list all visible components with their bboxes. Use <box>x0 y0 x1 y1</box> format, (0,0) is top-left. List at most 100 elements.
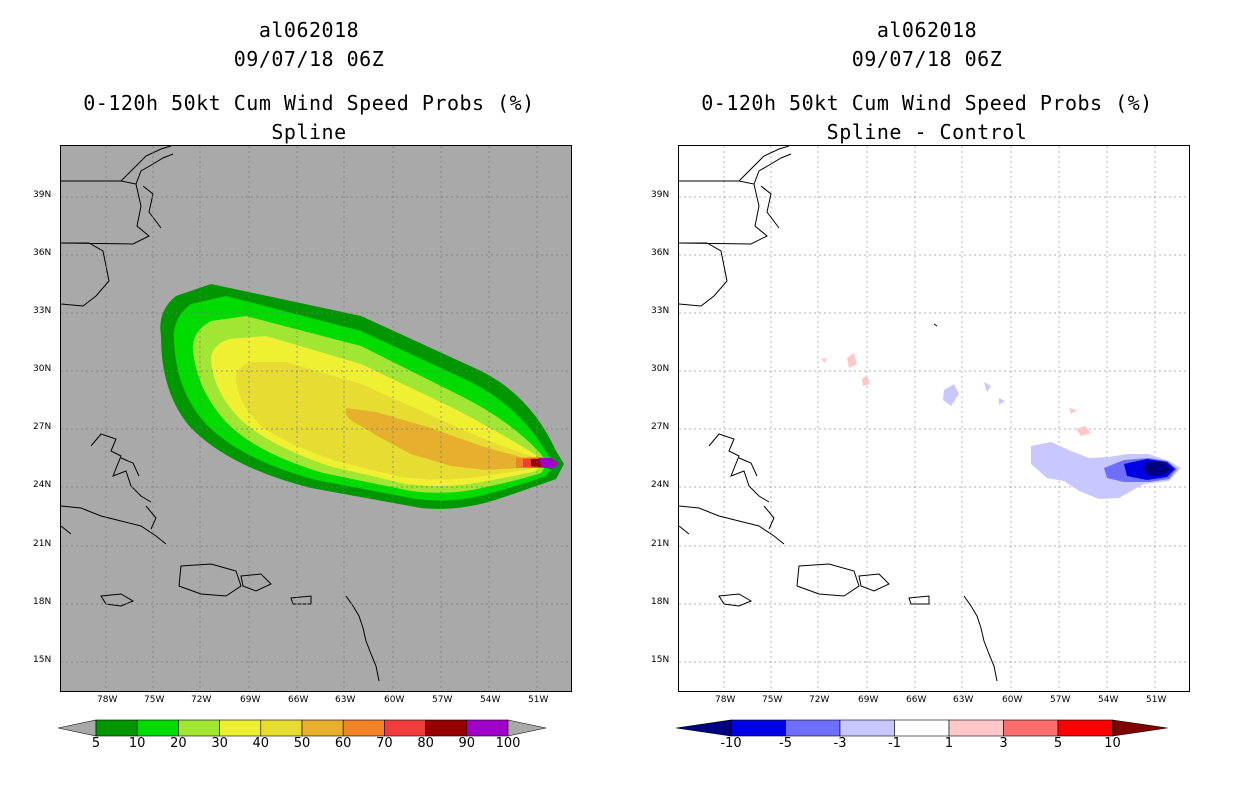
diff-plus1-a <box>847 353 857 368</box>
colorbar-cell <box>425 719 468 737</box>
lat-tick-label: 21N <box>651 539 670 549</box>
lon-tick-label: 75W <box>144 695 165 705</box>
lon-tick-label: 66W <box>906 695 927 705</box>
left-subtitle: Spline <box>271 120 347 144</box>
diff-plus1-d <box>1069 408 1077 414</box>
colorbar-cell <box>785 719 841 737</box>
colorbar-under-triangle <box>58 719 97 737</box>
colorbar-label: 80 <box>417 736 434 751</box>
colorbar-cell <box>948 719 1004 737</box>
lon-tick-label: 72W <box>191 695 212 705</box>
colorbar-label: 30 <box>211 736 228 751</box>
lon-tick-label: 63W <box>953 695 974 705</box>
colorbar-cell <box>839 719 895 737</box>
colorbar-over-triangle <box>1112 719 1168 737</box>
coastline <box>679 146 998 682</box>
colorbar-cell <box>301 719 344 737</box>
colorbar-over-triangle <box>507 719 547 737</box>
right-subtitle: Spline - Control <box>826 120 1028 144</box>
diff-plus1-b <box>862 375 870 386</box>
colorbar-label: 90 <box>458 736 476 751</box>
left-grid <box>61 146 571 691</box>
right-storm-id: al062018 <box>876 18 978 42</box>
right-datetime: 09/07/18 06Z <box>851 47 1003 71</box>
contour-90 <box>539 458 559 469</box>
colorbar-cell <box>466 719 509 737</box>
lat-tick-label: 15N <box>33 655 52 665</box>
colorbar-label: -10 <box>720 736 742 751</box>
lon-tick-label: 60W <box>1002 695 1023 705</box>
lat-tick-label: 30N <box>651 364 670 374</box>
lat-tick-label: 18N <box>651 597 670 607</box>
left-product-title: 0-120h 50kt Cum Wind Speed Probs (%) <box>83 91 535 115</box>
lon-tick-label: 57W <box>432 695 453 705</box>
colorbar-cell <box>178 719 220 737</box>
lat-tick-label: 15N <box>651 655 670 665</box>
lon-tick-label: 78W <box>97 695 118 705</box>
colorbar-cell <box>730 719 786 737</box>
lon-tick-label: 63W <box>335 695 356 705</box>
diff-minus1-small-a <box>943 384 959 406</box>
lat-tick-label: 39N <box>651 190 670 200</box>
colorbar-label: 40 <box>252 736 270 751</box>
right-colorbar <box>676 719 1168 737</box>
colorbar-label: 3 <box>999 736 1008 751</box>
lat-tick-label: 30N <box>33 364 52 374</box>
colorbar-label: 10 <box>1104 736 1121 751</box>
diff-minus1-small-c <box>999 398 1005 405</box>
lat-tick-label: 39N <box>33 190 52 200</box>
left-datetime: 09/07/18 06Z <box>233 47 385 71</box>
right-grid <box>679 146 1189 691</box>
lat-tick-label: 21N <box>33 539 52 549</box>
colorbar-label: -1 <box>888 736 901 751</box>
diff-minus10-blob <box>1143 462 1171 476</box>
lon-tick-label: 69W <box>240 695 261 705</box>
lat-tick-label: 27N <box>651 422 670 432</box>
lat-tick-label: 27N <box>33 422 52 432</box>
right-panel: al062018 09/07/18 06Z 0-120h 50kt Cum Wi… <box>618 0 1236 800</box>
colorbar-label: 10 <box>128 736 146 751</box>
lat-tick-label: 36N <box>651 248 670 258</box>
right-map <box>678 145 1190 692</box>
lon-tick-label: 78W <box>715 695 736 705</box>
colorbar-cell <box>342 719 385 737</box>
left-storm-id: al062018 <box>258 18 360 42</box>
colorbar-label: 60 <box>334 736 352 751</box>
colorbar-cell <box>1057 719 1113 737</box>
lat-tick-label: 18N <box>33 597 52 607</box>
right-product-title: 0-120h 50kt Cum Wind Speed Probs (%) <box>701 91 1153 115</box>
colorbar-label: 1 <box>944 736 954 751</box>
diff-minus1-small-b <box>984 382 991 392</box>
colorbar-label: 5 <box>1053 736 1063 751</box>
colorbar-cell <box>260 719 303 737</box>
lon-tick-label: 69W <box>858 695 879 705</box>
colorbar-cell <box>95 719 138 737</box>
colorbar-label: -3 <box>833 736 847 751</box>
lon-tick-label: 60W <box>384 695 405 705</box>
colorbar-under-triangle <box>676 719 732 737</box>
diff-plus1-e <box>1076 426 1091 436</box>
lat-tick-label: 36N <box>33 248 52 258</box>
colorbar-cell <box>136 719 179 737</box>
lon-tick-label: 57W <box>1050 695 1071 705</box>
colorbar-label: -5 <box>779 736 792 751</box>
lon-tick-label: 75W <box>762 695 783 705</box>
lat-tick-label: 33N <box>33 306 52 316</box>
lon-tick-label: 66W <box>288 695 309 705</box>
lon-tick-label: 51W <box>1146 695 1167 705</box>
colorbar-label: 20 <box>170 736 187 751</box>
contour-50 <box>345 408 529 470</box>
colorbar-cell <box>894 719 950 737</box>
lat-tick-label: 24N <box>33 480 52 490</box>
left-panel: al062018 09/07/18 06Z 0-120h 50kt Cum Wi… <box>33 18 572 751</box>
left-colorbar <box>58 719 547 737</box>
left-map <box>60 145 572 692</box>
colorbar-cell <box>1003 719 1059 737</box>
lon-tick-label: 54W <box>480 695 501 705</box>
colorbar-cell <box>384 719 426 737</box>
lon-tick-label: 51W <box>528 695 549 705</box>
diff-plus1-c <box>821 358 827 363</box>
lat-tick-label: 33N <box>651 306 670 316</box>
colorbar-label: 5 <box>91 736 101 751</box>
colorbar-cell <box>219 719 262 737</box>
